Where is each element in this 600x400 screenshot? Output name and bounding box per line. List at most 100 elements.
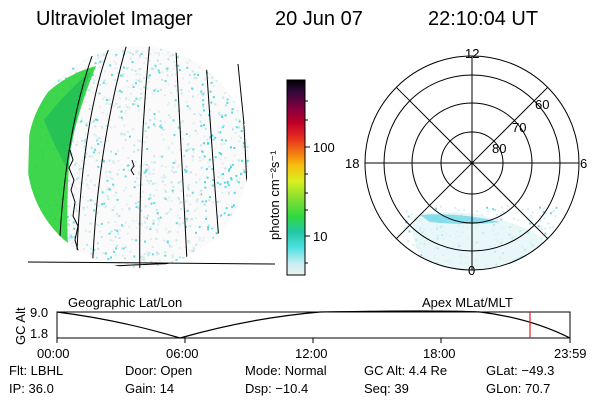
speckle xyxy=(232,239,235,242)
speckle xyxy=(129,51,132,54)
speckle xyxy=(160,48,162,51)
speckle xyxy=(203,135,206,138)
speckle xyxy=(235,261,238,263)
speckle xyxy=(33,212,36,215)
speckle xyxy=(159,125,162,128)
speckle xyxy=(238,118,241,121)
speckle xyxy=(127,51,130,54)
speckle xyxy=(449,273,451,275)
speckle xyxy=(153,124,156,127)
speckle xyxy=(104,265,107,267)
speckle xyxy=(147,126,150,129)
speckle xyxy=(540,268,543,270)
speckle xyxy=(212,85,215,88)
speckle xyxy=(174,99,177,102)
speckle xyxy=(176,56,179,59)
gain-value: Gain: 14 xyxy=(125,381,175,396)
speckle xyxy=(206,60,209,63)
speckle xyxy=(141,190,144,193)
speckle xyxy=(194,200,197,203)
speckle xyxy=(540,237,543,240)
speckle xyxy=(155,237,158,240)
speckle xyxy=(200,124,203,127)
speckle xyxy=(516,274,518,276)
speckle xyxy=(553,209,556,212)
speckle xyxy=(495,213,498,216)
speckle xyxy=(186,66,189,69)
speckle xyxy=(241,145,244,148)
speckle xyxy=(189,203,192,206)
speckle xyxy=(405,219,408,222)
speckle xyxy=(124,257,126,260)
speckle xyxy=(133,99,136,102)
speckle xyxy=(112,105,115,108)
speckle xyxy=(194,209,196,212)
speckle xyxy=(407,257,410,260)
speckle xyxy=(30,88,33,91)
speckle xyxy=(104,264,107,267)
speckle xyxy=(207,228,210,231)
speckle xyxy=(113,228,116,231)
speckle xyxy=(174,161,177,164)
speckle xyxy=(193,73,196,76)
speckle xyxy=(220,114,223,117)
speckle xyxy=(187,148,190,151)
speckle xyxy=(216,64,219,67)
speckle xyxy=(127,67,130,69)
speckle xyxy=(215,80,218,82)
speckle xyxy=(231,205,234,208)
speckle xyxy=(184,54,187,57)
speckle xyxy=(101,60,104,63)
speckle xyxy=(149,228,152,231)
speckle xyxy=(217,112,220,115)
speckle xyxy=(136,103,139,106)
speckle xyxy=(229,164,232,167)
speckle xyxy=(188,135,191,138)
speckle xyxy=(187,240,190,243)
speckle xyxy=(203,249,206,252)
speckle xyxy=(43,54,46,57)
speckle xyxy=(59,74,62,77)
speckle xyxy=(73,227,76,230)
speckle xyxy=(144,240,146,243)
speckle xyxy=(176,166,179,168)
speckle xyxy=(146,87,149,90)
speckle xyxy=(161,133,163,136)
speckle xyxy=(35,49,38,52)
speckle xyxy=(178,198,181,201)
speckle xyxy=(247,124,249,127)
speckle xyxy=(109,171,112,174)
speckle xyxy=(204,245,207,248)
speckle xyxy=(206,259,209,262)
speckle xyxy=(123,189,125,192)
speckle xyxy=(164,165,167,168)
speckle xyxy=(220,153,223,156)
speckle xyxy=(233,204,235,207)
speckle xyxy=(448,272,450,274)
speckle xyxy=(246,94,249,97)
speckle xyxy=(407,240,410,242)
speckle xyxy=(83,145,86,148)
speckle xyxy=(43,242,46,245)
speckle xyxy=(181,120,184,123)
coastline xyxy=(68,149,80,267)
speckle xyxy=(173,60,176,63)
speckle xyxy=(149,226,152,228)
speckle xyxy=(218,70,221,73)
speckle xyxy=(517,219,519,222)
speckle xyxy=(187,184,190,187)
speckle xyxy=(221,162,224,165)
mlt-label-18: 18 xyxy=(345,156,360,171)
speckle xyxy=(154,182,157,185)
speckle xyxy=(237,126,240,129)
speckle xyxy=(143,86,145,89)
speckle xyxy=(218,175,221,178)
speckle xyxy=(139,68,142,70)
speckle xyxy=(66,253,69,256)
speckle xyxy=(544,212,547,215)
speckle xyxy=(185,133,188,135)
seq-value: Seq: 39 xyxy=(364,381,409,396)
speckle xyxy=(33,219,36,222)
speckle xyxy=(219,157,222,160)
speckle xyxy=(528,254,531,257)
